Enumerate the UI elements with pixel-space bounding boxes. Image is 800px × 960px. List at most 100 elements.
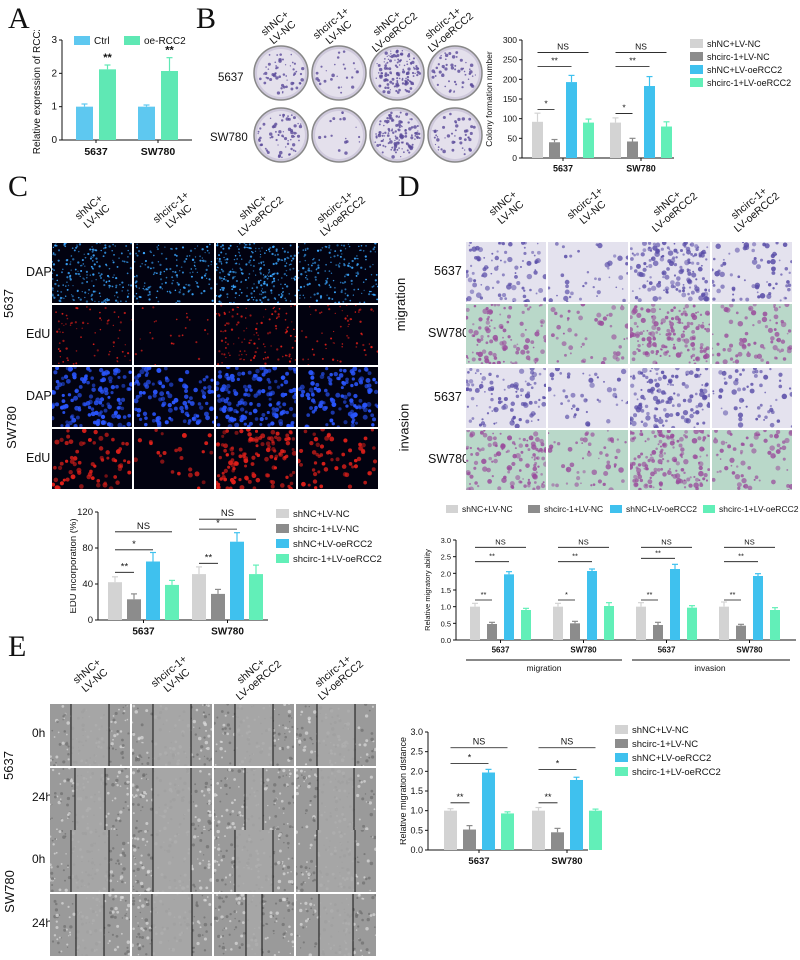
column-header: shcirc-1+ LV-NC	[148, 653, 193, 695]
group-label: migration	[393, 277, 409, 332]
bar	[532, 810, 545, 850]
bar	[99, 69, 116, 140]
significance-label: NS	[744, 537, 754, 546]
column-header: shNC+ LV-NC	[486, 188, 527, 227]
row-label: SW780	[428, 326, 469, 340]
significance-label: NS	[578, 537, 588, 546]
significance-label: **	[165, 45, 174, 57]
significance-label: *	[544, 99, 548, 109]
significance-label: *	[622, 103, 626, 113]
significance-label: NS	[561, 737, 574, 747]
fluorescence-image	[216, 429, 296, 489]
y-tick-label: 3	[51, 35, 57, 46]
legend-swatch	[615, 739, 628, 748]
legend-label: shNC+LV-NC	[707, 39, 761, 49]
time-label: 0h	[32, 726, 46, 740]
y-tick-label: 0.0	[410, 845, 423, 855]
stain-label: DAPI	[26, 265, 56, 279]
y-tick-label: 2.5	[410, 747, 423, 757]
legend-label: shNC+LV-NC	[293, 509, 350, 520]
column-header: shcirc-1+ LV-NC	[564, 185, 609, 227]
legend-swatch	[276, 539, 289, 548]
y-tick-label: 0	[88, 615, 93, 626]
wound-image	[296, 894, 376, 956]
significance-label: **	[655, 548, 661, 557]
x-tick-label: SW780	[736, 646, 763, 655]
bar	[604, 606, 614, 640]
y-tick-label: 150	[503, 94, 517, 104]
bar	[549, 142, 560, 158]
bar	[146, 561, 160, 620]
legend-label: shcirc-1+LV-NC	[632, 739, 698, 750]
legend-label: shcirc-1+LV-oeRCC2	[719, 504, 799, 514]
significance-label: **	[629, 55, 636, 65]
transwell-image	[548, 242, 628, 302]
transwell-image	[712, 368, 792, 428]
x-tick-label: SW780	[626, 164, 656, 174]
legend-label: shcirc-1+LV-oeRCC2	[293, 554, 382, 565]
wound-image	[50, 894, 130, 956]
bar	[583, 122, 594, 158]
legend-label: oe-RCC2	[144, 36, 186, 47]
stain-label: EdU	[26, 451, 51, 465]
transwell-image	[712, 242, 792, 302]
y-axis-label: EDU incorporation (%)	[70, 518, 79, 613]
x-tick-label: 5637	[132, 627, 155, 638]
chart-b: 0 50 100 150 200 250 300 Colony formation numbe…	[484, 35, 791, 174]
bar	[161, 71, 178, 140]
y-tick-label: 0	[512, 153, 517, 163]
bar	[482, 772, 495, 850]
bar	[661, 126, 672, 158]
x-tick-label: SW780	[211, 627, 244, 638]
legend-swatch	[690, 78, 703, 87]
cell-line-label: 5637	[0, 289, 16, 318]
cell-line-label: SW780	[1, 870, 17, 913]
bar	[770, 610, 780, 640]
legend-swatch	[276, 509, 289, 518]
fluorescence-image	[52, 429, 132, 489]
bar	[501, 813, 514, 850]
time-label: 0h	[32, 852, 46, 866]
bar	[687, 607, 697, 640]
bar	[532, 121, 543, 158]
wound-image	[214, 894, 294, 956]
bar	[587, 571, 597, 640]
transwell-image	[548, 368, 628, 428]
bar	[444, 810, 457, 850]
y-tick-label: 100	[503, 114, 517, 124]
significance-label: NS	[635, 42, 647, 52]
transwell-image	[630, 242, 710, 302]
y-axis-label: Relative migration distance	[400, 737, 408, 845]
significance-label: **	[489, 552, 495, 561]
column-header: shcirc-1+ LV-NC	[150, 189, 195, 231]
bar	[521, 610, 531, 640]
colony-plate	[311, 107, 367, 163]
column-header: shcirc-1+ LV-oeRCC2	[312, 653, 366, 703]
significance-label: NS	[473, 737, 486, 747]
panel-label-c: C	[8, 170, 29, 203]
bar	[589, 810, 602, 850]
column-header: shNC+ LV-oeRCC2	[649, 188, 700, 235]
bar	[570, 623, 580, 640]
legend-label: Ctrl	[94, 36, 110, 47]
significance-label: NS	[557, 42, 569, 52]
bar	[463, 829, 476, 850]
bar	[627, 141, 638, 158]
transwell-image	[712, 430, 792, 490]
y-axis-label: Relative migratory ability	[423, 549, 432, 631]
row-label: 5637	[218, 72, 244, 84]
row-label: SW780	[210, 132, 248, 144]
legend-label: shcirc-1+LV-NC	[293, 524, 359, 535]
y-axis-label: Relative expression of RCC2	[32, 30, 43, 154]
x-tick-label: 5637	[492, 646, 510, 655]
bar	[211, 593, 225, 620]
y-tick-label: 0.0	[441, 636, 451, 645]
colony-plate	[427, 45, 483, 101]
y-tick-label: 0.5	[410, 825, 423, 835]
legend-label: shNC+LV-oeRCC2	[707, 65, 782, 75]
wound-image	[50, 768, 130, 830]
wound-image	[214, 830, 294, 892]
y-tick-label: 3.0	[441, 536, 451, 545]
bar	[487, 624, 497, 640]
